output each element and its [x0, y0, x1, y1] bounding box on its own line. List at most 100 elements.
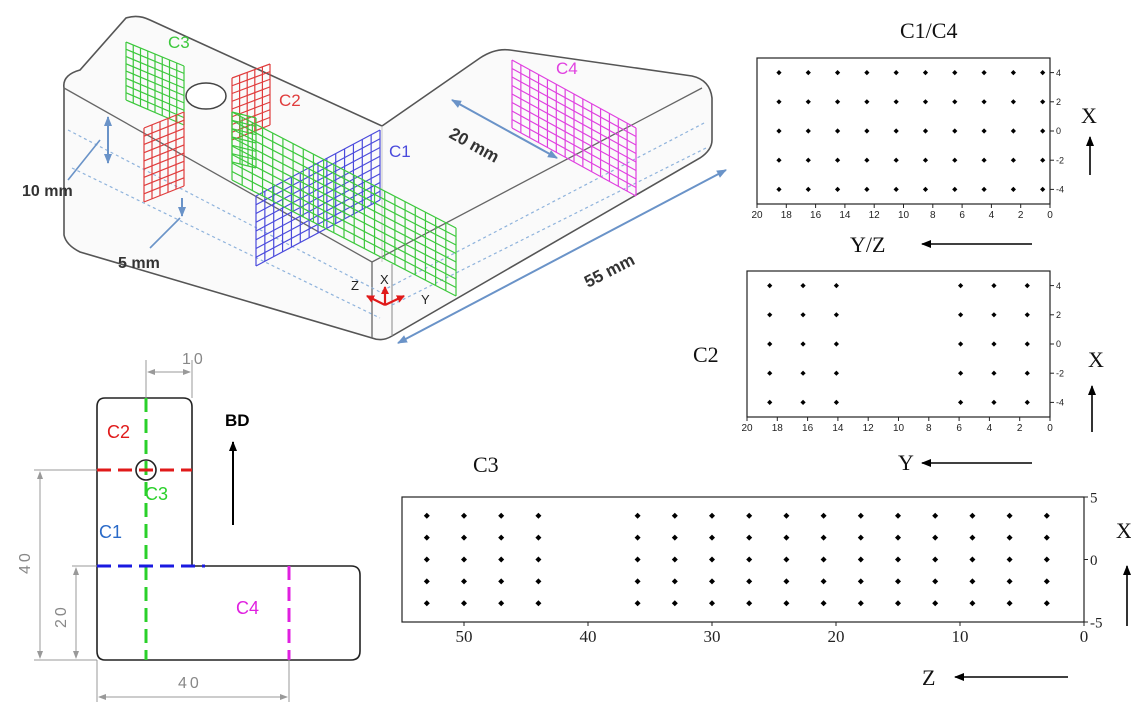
c2-mesh-line — [143, 111, 185, 129]
grid-point — [461, 600, 467, 607]
grid-point — [981, 128, 987, 134]
iso-axis-y: Y — [421, 292, 430, 307]
grid-point — [969, 600, 976, 607]
grid-point — [895, 556, 901, 563]
dim-20mm-arrow — [451, 99, 558, 159]
grid-point — [709, 600, 715, 607]
grid-point — [634, 556, 641, 563]
x-tick-label: 4 — [987, 423, 993, 434]
grid-point — [461, 512, 467, 519]
grid-point — [952, 99, 958, 105]
y-tick-label: 5 — [1090, 490, 1098, 506]
plot-side-label: X — [1081, 103, 1097, 128]
grid-point — [991, 370, 997, 376]
grid-point — [498, 512, 505, 519]
y-tick-label: -4 — [1056, 185, 1064, 195]
x-tick-label: 2 — [1017, 423, 1023, 434]
grid-point — [800, 370, 806, 376]
c1-mesh-line — [255, 164, 381, 232]
y-tick-label: 0 — [1090, 553, 1098, 569]
grid-point — [1024, 399, 1030, 405]
grid-point — [1040, 128, 1046, 134]
grid-point — [932, 578, 939, 585]
c2-mesh-line — [143, 136, 185, 154]
grid-point — [969, 534, 976, 541]
plot-axis-label: Z — [922, 665, 935, 690]
grid-point — [1040, 70, 1046, 76]
grid-point — [820, 556, 827, 563]
grid-point — [857, 578, 864, 585]
c3-mesh-line — [125, 63, 185, 89]
y-tick-label: -4 — [1056, 398, 1064, 408]
dim-55mm-label: 55 mm — [581, 250, 638, 291]
plot-frame — [746, 270, 1051, 418]
plan-hole — [135, 459, 157, 481]
grid-point — [958, 399, 964, 405]
plan-label-c2: C2 — [107, 422, 130, 442]
c3-mesh-line — [125, 55, 185, 82]
bd-label: BD — [225, 411, 250, 430]
grid-point — [746, 534, 753, 541]
plot-frame — [401, 496, 1085, 623]
grid-point — [932, 534, 939, 541]
x-tick-label: 8 — [926, 423, 932, 434]
x-tick-label: 16 — [810, 210, 822, 221]
x-tick-label: 0 — [1047, 210, 1053, 221]
grid-point — [671, 534, 678, 541]
grid-point — [857, 512, 864, 519]
c3-mesh-line — [125, 41, 185, 67]
x-tick-label: 16 — [802, 423, 814, 434]
grid-point — [776, 128, 782, 134]
y-tick-label: -2 — [1056, 155, 1064, 165]
x-tick-label: 2 — [1018, 210, 1024, 221]
grid-point — [864, 70, 870, 76]
grid-point — [1024, 312, 1030, 318]
x-tick-label: 10 — [898, 210, 910, 221]
c4-mesh-line — [511, 76, 637, 146]
grid-point — [783, 600, 790, 607]
plot-side-label: X — [1116, 518, 1131, 543]
grid-point — [746, 512, 753, 519]
grid-point — [671, 578, 678, 585]
y-tick-label: 4 — [1056, 281, 1061, 291]
grid-point — [1040, 99, 1046, 105]
y-tick-label: 2 — [1056, 310, 1061, 320]
grid-point — [1010, 99, 1016, 105]
grid-point — [1010, 186, 1016, 192]
grid-point — [461, 556, 467, 563]
grid-point — [671, 556, 678, 563]
plan-view: 10 40 20 40 BD C2 C3 C1 C4 — [17, 351, 361, 702]
grid-point — [864, 186, 870, 192]
grid-point — [922, 99, 929, 105]
grid-point — [857, 534, 864, 541]
grid-point — [800, 399, 806, 405]
x-tick-label: 30 — [704, 627, 721, 646]
grid-point — [895, 578, 901, 585]
grid-point — [709, 534, 715, 541]
c2-mesh-line — [143, 160, 185, 178]
grid-point — [634, 578, 641, 585]
grid-point — [857, 600, 864, 607]
plot-axis-label: Y — [898, 450, 914, 475]
plan-label-c3: C3 — [145, 484, 168, 504]
grid-point — [893, 70, 899, 76]
x-tick-label: 20 — [751, 210, 763, 221]
grid-point — [969, 512, 976, 519]
grid-point — [895, 512, 901, 519]
plan-label-c4: C4 — [236, 598, 259, 618]
grid-point — [498, 556, 505, 563]
c2-mesh-line — [231, 86, 271, 102]
grid-point — [805, 99, 811, 105]
grid-point — [423, 578, 430, 585]
grid-point — [991, 283, 997, 289]
iso-axis-z: Z — [351, 278, 359, 293]
y-tick-label: 2 — [1056, 97, 1061, 107]
grid-point — [833, 399, 839, 405]
dim-5mm-label: 5 mm — [118, 255, 160, 272]
x-tick-label: 20 — [741, 423, 753, 434]
iso-label-c2: C2 — [279, 91, 301, 110]
x-tick-label: 0 — [1080, 627, 1089, 646]
grid-point — [958, 312, 964, 318]
